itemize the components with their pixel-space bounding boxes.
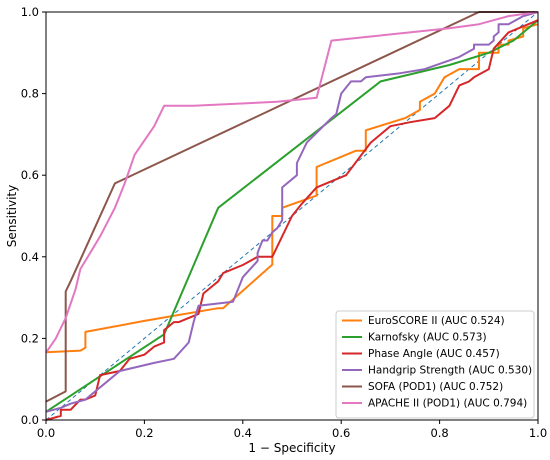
legend-entry-3: Handgrip Strength (AUC 0.530) (368, 365, 532, 377)
legend-box (335, 310, 535, 419)
y-tick-label: 1.0 (21, 5, 39, 19)
x-tick-label: 1.0 (529, 426, 547, 440)
legend-entry-5: APACHE II (POD1) (AUC 0.794) (368, 398, 527, 410)
series-line-0 (45, 23, 539, 354)
series-line-5 (45, 11, 539, 354)
x-tick-label: 0.8 (430, 426, 448, 440)
legend-entry-1: Karnofsky (AUC 0.573) (368, 332, 487, 344)
legend-entry-0: EuroSCORE II (AUC 0.524) (368, 315, 505, 327)
x-tick-label: 0.2 (135, 426, 153, 440)
plot-area: 0.0 0.2 0.4 0.6 0.8 1.0 0.0 0.2 0.4 0.6 0.8 1.0 (21, 5, 547, 440)
series-line-3 (45, 11, 539, 413)
series-line-2 (45, 19, 539, 421)
axes-frame (45, 11, 539, 421)
y-tick-label: 0.0 (21, 413, 39, 427)
reference-diagonal-line (45, 11, 539, 421)
x-tick-label: 0.6 (332, 426, 350, 440)
legend-entry-4: SOFA (POD1) (AUC 0.752) (368, 381, 503, 393)
series-line-1 (45, 19, 539, 413)
y-tick-label: 0.8 (21, 87, 39, 101)
y-axis-label: Sensitivity (5, 185, 19, 247)
x-axis-label: 1 − Specificity (248, 441, 335, 455)
x-tick-label: 0.4 (234, 426, 252, 440)
x-tick-label: 0.0 (37, 426, 55, 440)
y-tick-label: 0.2 (21, 331, 39, 345)
legend-entry-2: Phase Angle (AUC 0.457) (368, 348, 500, 360)
y-tick-label: 0.4 (21, 250, 39, 264)
legend: EuroSCORE II (AUC 0.524) Karnofsky (AUC 0… (335, 310, 535, 419)
y-tick-label: 0.6 (21, 168, 39, 182)
